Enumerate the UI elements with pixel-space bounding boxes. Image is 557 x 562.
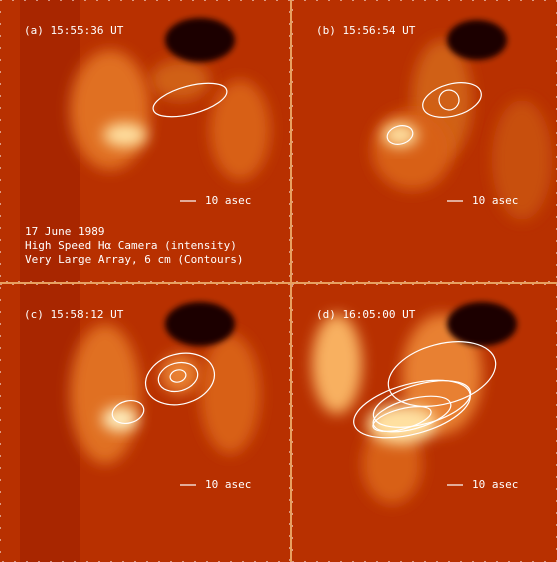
figure: (a) 15:55:36 UT 10 asec 17 June 1989High S… xyxy=(0,0,557,562)
panel: (c) 15:58:12 UT 10 asec xyxy=(0,284,290,562)
panel-label: (d) 16:05:00 UT xyxy=(316,308,416,321)
caption-line: 17 June 1989 xyxy=(25,225,104,238)
panel-label: (b) 15:56:54 UT xyxy=(316,24,416,37)
bright-region xyxy=(200,334,260,454)
scale-label: 10 asec xyxy=(205,478,251,491)
sunspot xyxy=(447,302,517,346)
bright-region xyxy=(210,80,270,180)
left-strip xyxy=(20,284,80,562)
panel-image xyxy=(292,284,557,562)
bright-region xyxy=(70,50,150,170)
scale-label: 10 asec xyxy=(472,194,518,207)
bright-region xyxy=(70,324,140,464)
panel-label: (a) 15:55:36 UT xyxy=(24,24,124,37)
caption-line: Very Large Array, 6 cm (Contours) xyxy=(25,253,244,266)
sunspot xyxy=(447,20,507,60)
panel-image xyxy=(292,0,557,282)
scale-label: 10 asec xyxy=(205,194,251,207)
bright-region xyxy=(160,354,200,394)
panel-label: (c) 15:58:12 UT xyxy=(24,308,124,321)
scale-label: 10 asec xyxy=(472,478,518,491)
bright-region xyxy=(102,407,138,431)
bright-region xyxy=(312,314,362,414)
bright-region xyxy=(372,110,452,190)
bright-region xyxy=(103,123,147,147)
caption-line: High Speed Hα Camera (intensity) xyxy=(25,239,237,252)
sunspot xyxy=(165,302,235,346)
panel: (b) 15:56:54 UT 10 asec xyxy=(292,0,557,282)
panel-image xyxy=(0,284,290,562)
sunspot xyxy=(165,18,235,62)
panel: (d) 16:05:00 UT 10 asec xyxy=(292,284,557,562)
bright-region xyxy=(150,60,210,100)
